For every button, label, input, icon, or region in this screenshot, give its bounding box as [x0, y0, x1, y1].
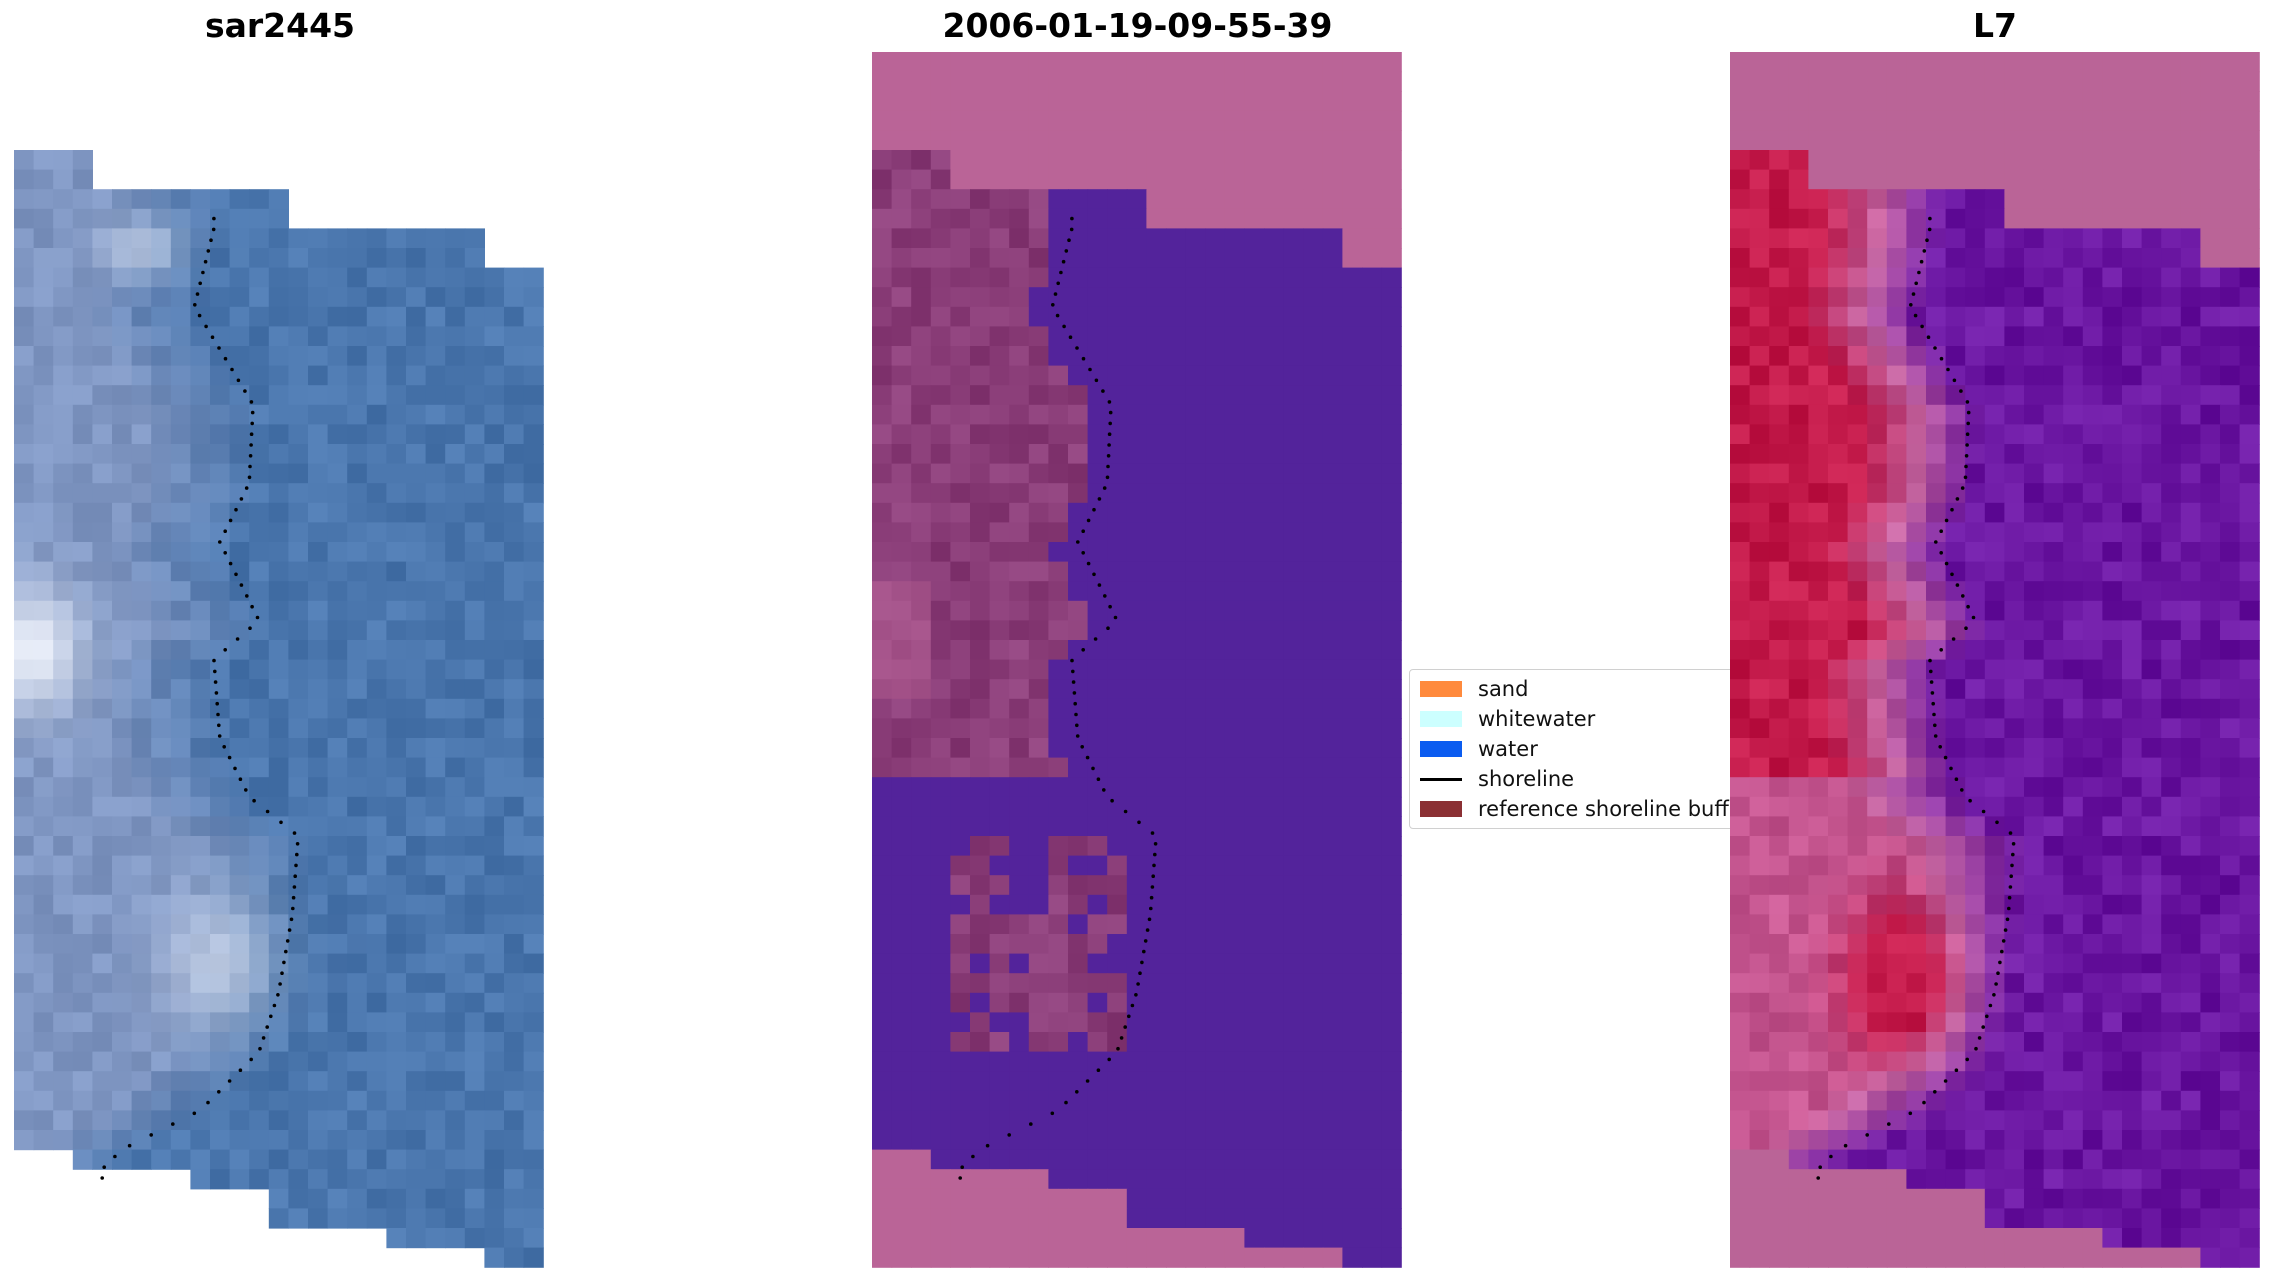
- legend-label-shoreline: shoreline: [1478, 767, 1575, 791]
- legend-item-reference-buffer: reference shoreline buffer: [1420, 796, 1737, 822]
- rgb-satellite-image: [14, 150, 544, 1268]
- shoreline-dots: [100, 216, 300, 1180]
- legend: sand whitewater water shoreline referenc…: [1409, 669, 1737, 829]
- panel-title-date: 2006-01-19-09-55-39: [942, 6, 1333, 45]
- legend-label-whitewater: whitewater: [1478, 707, 1596, 731]
- legend-swatch-whitewater: [1420, 711, 1462, 727]
- legend-label-reference-buffer: reference shoreline buffer: [1478, 797, 1737, 821]
- legend-label-sand: sand: [1478, 677, 1529, 701]
- legend-item-sand: sand: [1420, 676, 1528, 702]
- panel-title-rgb: sar2445: [204, 6, 356, 45]
- legend-line-shoreline: [1420, 777, 1462, 781]
- l7-index-image: [1730, 52, 2260, 1268]
- shoreline-dots: [958, 216, 1158, 1180]
- legend-swatch-sand: [1420, 681, 1462, 697]
- classified-image: [872, 52, 1402, 1268]
- legend-item-water: water: [1420, 736, 1538, 762]
- legend-swatch-water: [1420, 741, 1462, 757]
- legend-item-shoreline: shoreline: [1420, 766, 1574, 792]
- panel-title-satellite: L7: [1973, 6, 2017, 45]
- legend-swatch-reference-buffer: [1420, 801, 1462, 817]
- legend-label-water: water: [1478, 737, 1538, 761]
- legend-item-whitewater: whitewater: [1420, 706, 1595, 732]
- shoreline-dots: [1816, 216, 2016, 1180]
